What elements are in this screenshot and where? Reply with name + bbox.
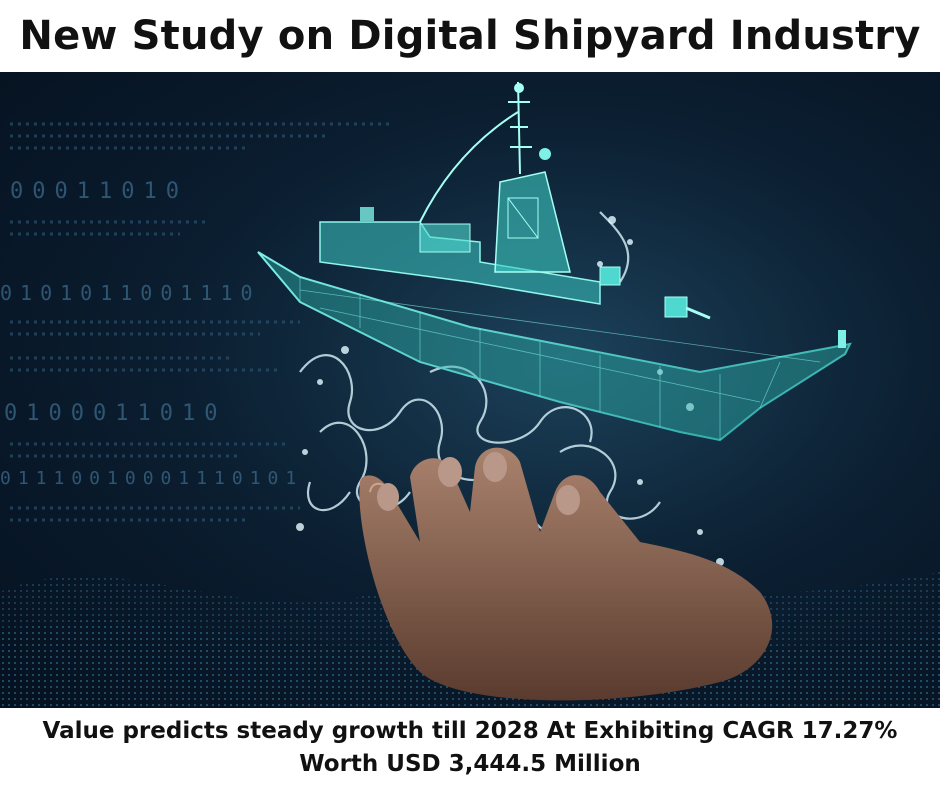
wireframe-ship-icon bbox=[257, 81, 852, 442]
hero-image: 00011010 0101011001110 0100011010 011100… bbox=[0, 72, 940, 708]
binary-row: 0100011010 bbox=[4, 401, 226, 426]
binary-row: 01110010001110101 bbox=[0, 468, 303, 489]
hand-icon bbox=[359, 447, 773, 701]
binary-row: 0101011001110 bbox=[0, 281, 261, 305]
caption-line-1: Value predicts steady growth till 2028 A… bbox=[42, 718, 898, 744]
binary-row: 00011010 bbox=[10, 179, 188, 204]
caption-line-2: Worth USD 3,444.5 Million bbox=[299, 751, 641, 777]
hero-illustration: 00011010 0101011001110 0100011010 011100… bbox=[0, 72, 940, 708]
data-dashes bbox=[10, 122, 390, 522]
page-title: New Study on Digital Shipyard Industry bbox=[19, 13, 921, 59]
footer-caption: Value predicts steady growth till 2028 A… bbox=[0, 708, 940, 788]
binary-digits: 00011010 0101011001110 0100011010 011100… bbox=[0, 179, 303, 489]
